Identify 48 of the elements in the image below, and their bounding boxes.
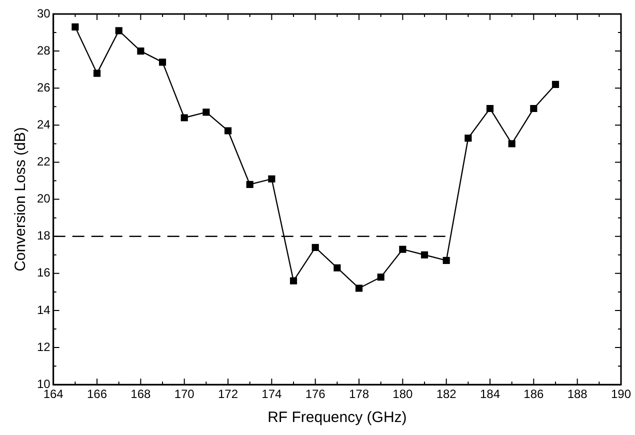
x-tick-label: 178 [348, 387, 370, 402]
y-tick-label: 22 [36, 154, 51, 169]
point [552, 80, 560, 88]
x-tick-label: 170 [174, 387, 195, 402]
y-tick-label: 18 [36, 228, 51, 243]
y-tick-label: 12 [36, 340, 51, 354]
point [312, 244, 319, 252]
y-tick-label: 30 [36, 6, 51, 20]
point [115, 27, 122, 34]
x-tick-label: 176 [305, 387, 326, 402]
point [202, 108, 210, 116]
point [93, 70, 101, 77]
x-tick-label: 180 [392, 387, 414, 402]
y-tick-label: 26 [36, 80, 51, 94]
x-tick-label: 172 [218, 387, 238, 402]
point [72, 23, 79, 31]
point [420, 251, 428, 258]
y-tick-label: 24 [36, 117, 51, 132]
point [290, 277, 298, 284]
point [399, 246, 406, 253]
point [442, 256, 450, 264]
point [377, 274, 384, 281]
point [224, 127, 232, 134]
point [334, 264, 341, 272]
x-tick-label: 166 [87, 387, 108, 402]
point [246, 180, 254, 188]
point [464, 134, 472, 142]
y-tick-label: 16 [36, 266, 51, 280]
point [180, 114, 188, 122]
x-tick-label: 184 [480, 387, 500, 402]
x-tick-label: 190 [610, 387, 632, 402]
x-tick-label: 188 [567, 387, 588, 402]
point [530, 104, 538, 112]
y-tick-label: 20 [36, 192, 51, 206]
y-tick-label: 28 [36, 43, 51, 58]
point [508, 140, 516, 148]
y-axis-title: Conversion Loss (dB) [12, 127, 30, 272]
x-tick-label: 182 [436, 387, 457, 402]
point [137, 48, 144, 55]
point [268, 175, 276, 182]
y-tick-label: 14 [36, 302, 51, 317]
point [486, 104, 494, 112]
x-tick-label: 174 [262, 387, 282, 402]
x-axis-title: RF Frequency (GHz) [268, 409, 407, 426]
x-tick-label: 186 [524, 387, 544, 402]
x-tick-label: 168 [130, 387, 152, 402]
point [158, 58, 166, 66]
point [355, 284, 363, 292]
